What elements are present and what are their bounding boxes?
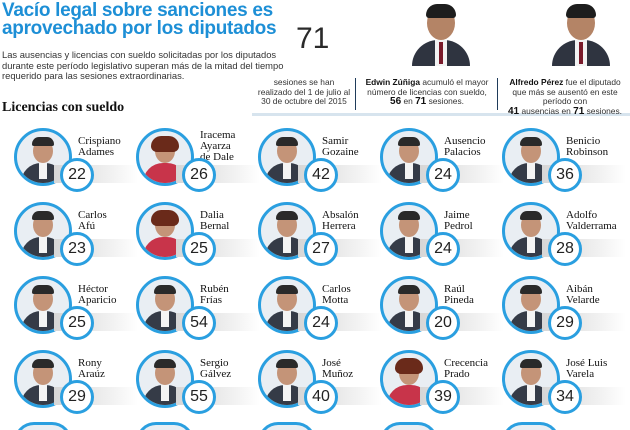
member-name: Crispiano Adames bbox=[78, 135, 121, 158]
highlight-perez-value: 41 bbox=[508, 105, 520, 117]
member-card: Crispiano Adames 22 bbox=[14, 128, 138, 198]
member-name: Rubén Frías bbox=[200, 283, 229, 306]
member-count: 42 bbox=[304, 158, 338, 192]
member-name: Carlos Motta bbox=[322, 283, 351, 306]
member-count: 24 bbox=[304, 306, 338, 340]
member-card: Raúl Pineda 20 bbox=[380, 276, 504, 346]
info-separator bbox=[355, 78, 356, 110]
highlight-zuniga-text-b: en bbox=[401, 96, 416, 107]
member-name: Aibán Velarde bbox=[566, 283, 600, 306]
member-count: 39 bbox=[426, 380, 460, 414]
member-name: Adolfo Valderrama bbox=[566, 209, 617, 232]
member-photo bbox=[136, 202, 194, 260]
member-count: 23 bbox=[60, 232, 94, 266]
member-count: 29 bbox=[548, 306, 582, 340]
member-count: 25 bbox=[60, 306, 94, 340]
headline-line-1: Vacío legal sobre sanciones es bbox=[2, 0, 273, 21]
member-card: Héctor Aparicio 25 bbox=[14, 276, 138, 346]
member-name: Rony Araúz bbox=[78, 357, 105, 380]
highlight-perez: Alfredo Pérez fue el diputado que más se… bbox=[502, 77, 628, 117]
cropped-next-row bbox=[0, 418, 630, 430]
member-name: Absalón Herrera bbox=[322, 209, 359, 232]
highlight-zuniga-text-a: acumuló el mayor número de licencias con… bbox=[367, 77, 489, 97]
highlight-perez-text-b: ausencias en bbox=[519, 105, 574, 116]
member-card: José Luis Varela 34 bbox=[502, 350, 626, 420]
member-photo bbox=[380, 276, 438, 334]
headline-line-2: aprovechado por los diputados bbox=[2, 18, 277, 39]
member-card: Aibán Velarde 29 bbox=[502, 276, 626, 346]
member-photo bbox=[380, 128, 438, 186]
member-card: Sergio Gálvez 55 bbox=[136, 350, 260, 420]
member-count: 40 bbox=[304, 380, 338, 414]
member-name: Sergio Gálvez bbox=[200, 357, 232, 380]
member-name: Benicio Robinson bbox=[566, 135, 609, 158]
highlight-zuniga-text-c: sesiones. bbox=[426, 96, 464, 107]
member-name: Jaime Pedrol bbox=[444, 209, 473, 232]
member-card: Benicio Robinson 36 bbox=[502, 128, 626, 198]
member-card: Ausencio Palacios 24 bbox=[380, 128, 504, 198]
member-count: 34 bbox=[548, 380, 582, 414]
member-card: José Muñoz 40 bbox=[258, 350, 382, 420]
highlight-zuniga-total: 71 bbox=[415, 96, 427, 108]
headline: Vacío legal sobre sanciones es aprovecha… bbox=[2, 0, 277, 39]
sessions-caption: sesiones se han realizado del 1 de julio… bbox=[257, 77, 351, 107]
member-name: Raúl Pineda bbox=[444, 283, 474, 306]
intro-paragraph: Las ausencias y licencias con sueldo sol… bbox=[2, 49, 284, 81]
highlight-perez-text-c: sesiones. bbox=[584, 105, 622, 116]
member-name: Carlos Afú bbox=[78, 209, 107, 232]
member-count: 24 bbox=[426, 158, 460, 192]
member-card: Dalia Bernal 25 bbox=[136, 202, 260, 272]
member-count: 36 bbox=[548, 158, 582, 192]
member-name: Iracema Ayarza de Dale bbox=[200, 129, 236, 163]
member-name: Ausencio Palacios bbox=[444, 135, 486, 158]
member-card: Crecencia Prado 39 bbox=[380, 350, 504, 420]
member-count: 27 bbox=[304, 232, 338, 266]
member-card: Samir Gozaine 42 bbox=[258, 128, 382, 198]
member-card: Rony Araúz 29 bbox=[14, 350, 138, 420]
member-name: José Muñoz bbox=[322, 357, 354, 380]
member-card: Iracema Ayarza de Dale 26 bbox=[136, 128, 260, 198]
member-photo bbox=[380, 202, 438, 260]
member-card: Carlos Motta 24 bbox=[258, 276, 382, 346]
member-count: 26 bbox=[182, 158, 216, 192]
section-title: Licencias con sueldo bbox=[2, 100, 125, 115]
member-name: Dalia Bernal bbox=[200, 209, 230, 232]
member-count: 24 bbox=[426, 232, 460, 266]
highlight-perez-total: 71 bbox=[573, 105, 585, 117]
highlight-perez-text-a: fue el diputado que más se ausentó en es… bbox=[512, 77, 621, 107]
member-count: 20 bbox=[426, 306, 460, 340]
member-count: 22 bbox=[60, 158, 94, 192]
member-count: 28 bbox=[548, 232, 582, 266]
portrait-alfredo-perez bbox=[548, 2, 614, 66]
sessions-number: 71 bbox=[296, 22, 330, 55]
member-card: Carlos Afú 23 bbox=[14, 202, 138, 272]
member-name: Samir Gozaine bbox=[322, 135, 359, 158]
member-count: 55 bbox=[182, 380, 216, 414]
highlight-zuniga-name: Edwin Zúñiga bbox=[365, 77, 420, 87]
highlight-zuniga-value: 56 bbox=[390, 96, 402, 108]
member-count: 54 bbox=[182, 306, 216, 340]
highlight-perez-name: Alfredo Pérez bbox=[509, 77, 564, 87]
member-card: Rubén Frías 54 bbox=[136, 276, 260, 346]
member-photo bbox=[136, 350, 194, 408]
member-photo bbox=[258, 350, 316, 408]
member-card: Jaime Pedrol 24 bbox=[380, 202, 504, 272]
member-name: José Luis Varela bbox=[566, 357, 608, 380]
info-band bbox=[252, 74, 630, 114]
info-separator bbox=[497, 78, 498, 110]
portrait-edwin-zuniga bbox=[408, 2, 474, 66]
member-name: Crecencia Prado bbox=[444, 357, 488, 380]
member-count: 25 bbox=[182, 232, 216, 266]
member-count: 29 bbox=[60, 380, 94, 414]
highlight-zuniga: Edwin Zúñiga acumuló el mayor número de … bbox=[360, 77, 494, 108]
member-name: Héctor Aparicio bbox=[78, 283, 117, 306]
member-photo bbox=[14, 276, 72, 334]
member-card: Absalón Herrera 27 bbox=[258, 202, 382, 272]
member-card: Adolfo Valderrama 28 bbox=[502, 202, 626, 272]
info-band-underline bbox=[252, 113, 630, 116]
member-photo bbox=[136, 276, 194, 334]
